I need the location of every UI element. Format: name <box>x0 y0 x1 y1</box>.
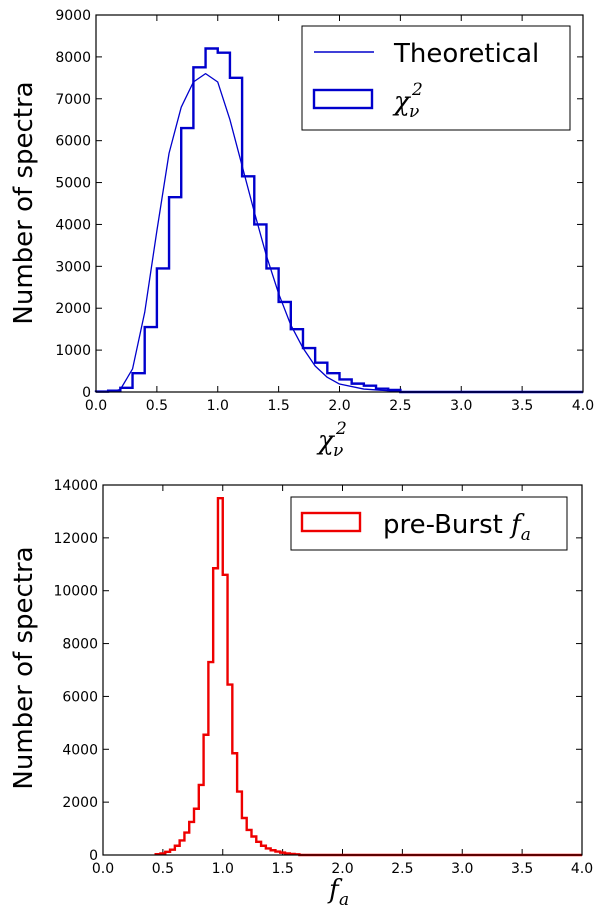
chart1-x-tick-label-2: 1.0 <box>207 398 229 414</box>
svg-text:2: 2 <box>335 419 347 439</box>
chart1-x-tick-label-3: 1.5 <box>267 398 289 414</box>
chart1-series-1-histogram <box>94 47 583 394</box>
chart1-y-axis-label: Number of spectra <box>9 81 39 324</box>
chart1-series-0-line <box>96 72 583 393</box>
chart2-x-tick-label-8: 4.0 <box>571 861 593 877</box>
chart2-legend-box <box>290 496 568 551</box>
chart1-legend-label-chi: χ ν 2 <box>392 80 423 122</box>
svg-text:ν: ν <box>333 441 343 461</box>
chart1-x-tick-label-8: 4.0 <box>572 398 594 414</box>
chart1-frame <box>95 14 584 393</box>
chart2-x-tick-label-2: 1.0 <box>212 861 234 877</box>
chart2-series-0-histogram <box>154 497 582 857</box>
chart2-series <box>154 497 582 857</box>
chart2-y-tick-label-4: 8000 <box>62 637 98 653</box>
chart2-x-tick-label-6: 3.0 <box>451 861 473 877</box>
chart1-y-tick-label-7: 7000 <box>55 92 91 108</box>
chart2-x-tick-label-5: 2.5 <box>391 861 413 877</box>
chart2-y-tick-label-6: 12000 <box>53 531 98 547</box>
chart1-x-tick-label-6: 3.0 <box>450 398 472 414</box>
chart2-legend-label-preburst: pre-Burst fa <box>383 510 531 545</box>
chart2-x-axis-label: f a <box>327 875 349 910</box>
chart1-legend: Theoretical χ ν 2 <box>301 25 571 131</box>
chart1-legend-box <box>301 25 571 131</box>
chart2-legend-hist-swatch <box>300 511 362 533</box>
chart2-x-tick-label-0: 0.0 <box>92 861 114 877</box>
chart2-x-tick-label-3: 1.5 <box>271 861 293 877</box>
svg-text:ν: ν <box>409 102 419 122</box>
chart2-x-tick-labels: 0.0 0.5 1.0 1.5 2.0 2.5 3.0 3.5 4.0 <box>92 861 593 877</box>
chart2-y-tick-label-3: 6000 <box>62 689 98 705</box>
chart1-legend-label-theoretical: Theoretical <box>393 39 539 69</box>
svg-text:χ: χ <box>316 426 336 456</box>
chart2-y-tick-label-1: 2000 <box>62 795 98 811</box>
svg-text:a: a <box>339 890 349 910</box>
chart1-y-tick-label-8: 8000 <box>55 50 91 66</box>
chart2-frame <box>102 484 583 856</box>
chart2-y-tick-label-5: 10000 <box>53 584 98 600</box>
svg-text:χ: χ <box>392 87 412 117</box>
chart1-y-tick-label-3: 3000 <box>55 259 91 275</box>
chart1-x-axis-label: χ ν 2 <box>316 419 347 461</box>
chart1-x-tick-label-1: 0.5 <box>146 398 168 414</box>
chart1-x-tick-labels: 0.0 0.5 1.0 1.5 2.0 2.5 3.0 3.5 4.0 <box>85 398 594 414</box>
chart1-y-tick-label-1: 1000 <box>55 343 91 359</box>
chart2-y-tick-labels: 0 2000 4000 6000 8000 10000 12000 14000 <box>53 478 98 864</box>
chart2-y-tick-label-2: 4000 <box>62 742 98 758</box>
chart2-y-tick-label-0: 0 <box>89 848 98 864</box>
chart2-legend: pre-Burst fa <box>290 496 568 551</box>
chart2-x-tick-label-4: 2.0 <box>331 861 353 877</box>
chart1-y-tick-label-2: 2000 <box>55 301 91 317</box>
chart1-x-tick-label-0: 0.0 <box>85 398 107 414</box>
chart1-y-tick-label-9: 9000 <box>55 8 91 24</box>
chart1-y-tick-labels: 0 1000 2000 3000 4000 5000 6000 7000 8000 9000 <box>55 8 91 401</box>
chart1-y-tick-label-5: 5000 <box>55 176 91 192</box>
chart1-y-tick-label-6: 6000 <box>55 134 91 150</box>
chart2-x-tick-label-7: 3.5 <box>511 861 533 877</box>
svg-text:2: 2 <box>411 80 423 100</box>
chart-fa-histogram: 0.0 0.5 1.0 1.5 2.0 2.5 3.0 3.5 4.0 0 2000 4000 600… <box>9 478 593 910</box>
chart1-legend-hist-swatch <box>312 88 374 110</box>
chart1-series <box>94 47 583 394</box>
chart2-y-tick-label-7: 14000 <box>53 478 98 494</box>
chart-chi-squared-histogram: 0.0 0.5 1.0 1.5 2.0 2.5 3.0 3.5 4.0 0 1000 2000 300… <box>9 8 594 461</box>
chart2-x-tick-label-1: 0.5 <box>152 861 174 877</box>
chart1-x-tick-label-5: 2.5 <box>389 398 411 414</box>
chart1-y-tick-label-0: 0 <box>82 385 91 401</box>
chart2-y-axis-label: Number of spectra <box>9 546 39 789</box>
chart1-x-tick-label-7: 3.5 <box>511 398 533 414</box>
chart1-x-tick-label-4: 2.0 <box>328 398 350 414</box>
chart1-y-tick-label-4: 4000 <box>55 217 91 233</box>
